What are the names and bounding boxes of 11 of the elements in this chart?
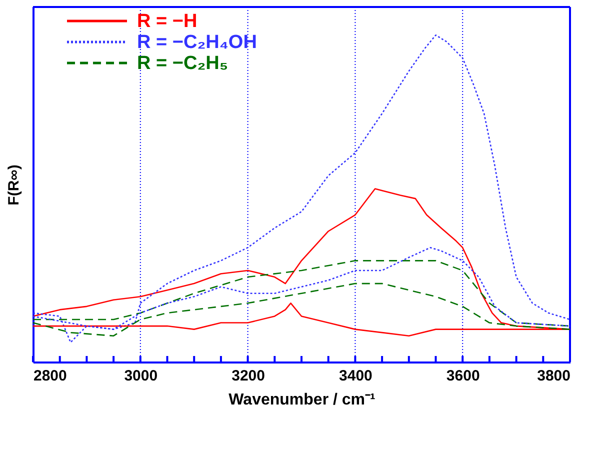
x-tick-label: 2800 <box>34 368 67 384</box>
y-axis-title: F(R∞) <box>6 164 22 206</box>
x-tick-label: 3000 <box>124 368 158 384</box>
x-tick-label: 3400 <box>339 368 372 384</box>
x-tick-label: 3600 <box>446 368 480 384</box>
legend-label: R = −C₂H₅ <box>137 53 228 74</box>
x-axis-title: Wavenumber / cm⁻¹ <box>228 392 376 408</box>
x-tick-label: 3200 <box>232 368 265 384</box>
legend-label: R = −C₂H₄OH <box>137 32 257 53</box>
legend-label: R = −H <box>137 11 198 32</box>
x-tick-label: 3800 <box>537 368 570 384</box>
